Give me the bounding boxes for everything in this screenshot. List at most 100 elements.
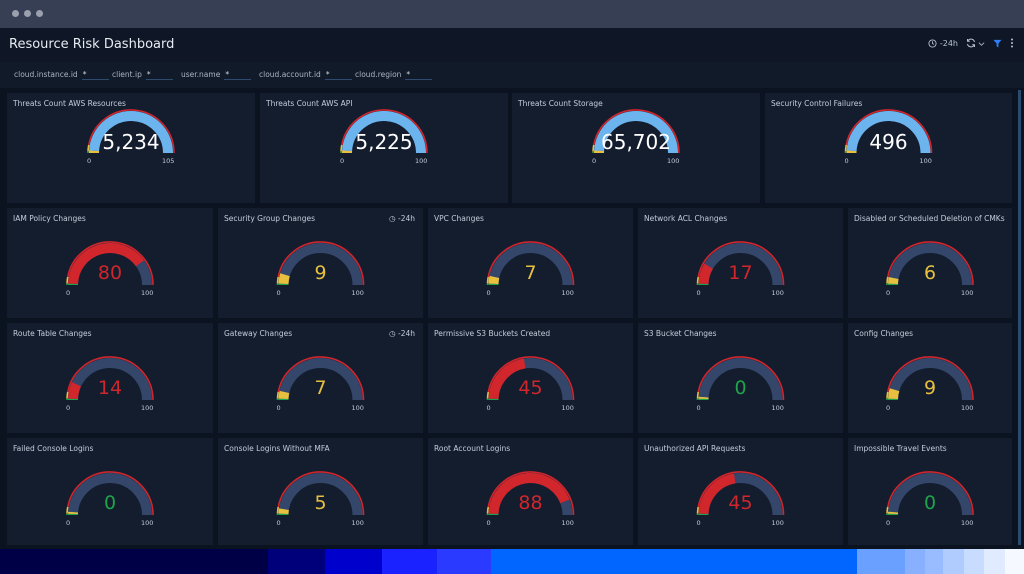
gauge-value: 45 — [728, 492, 753, 514]
panel-title: Threats Count AWS Resources — [13, 99, 126, 108]
clock-icon: ◷ — [389, 214, 398, 223]
filter-icon[interactable] — [993, 39, 1002, 48]
gauge-panel[interactable]: Network ACL Changes 17 0 100 — [638, 208, 843, 318]
gauge-value: 80 — [97, 262, 123, 284]
threshold-ring-yellow — [696, 391, 700, 399]
gauge-max: 100 — [961, 404, 974, 412]
gauge-panel[interactable]: Threats Count AWS Resources 5,234 0 105 — [7, 93, 255, 203]
gauge-fill — [488, 275, 500, 285]
threshold-ring-yellow — [276, 276, 280, 284]
filter-label: user.name — [181, 70, 221, 79]
time-range-label: -24h — [939, 38, 958, 48]
gauge-panel[interactable]: IAM Policy Changes 80 0 100 — [7, 208, 213, 318]
time-range-button[interactable]: -24h — [928, 39, 958, 48]
gauge — [486, 356, 575, 401]
gauge-value: 7 — [314, 377, 327, 399]
gauge-fill — [68, 382, 82, 400]
filter-client-ip: client.ip * — [112, 70, 173, 80]
gauge-value: 5,225 — [355, 130, 413, 154]
gauge-min: 0 — [486, 289, 491, 297]
refresh-icon — [967, 38, 975, 48]
panel-title: Gateway Changes — [224, 329, 293, 338]
gauge-panel[interactable]: Root Account Logins 88 0 100 — [428, 438, 633, 545]
gauge-panel[interactable]: Security Group Changes ◷ -24h 9 0 100 — [218, 208, 423, 318]
gauge — [886, 356, 974, 401]
gauge-max: 100 — [771, 289, 784, 297]
gauge-track — [698, 358, 783, 401]
gauge-fill — [488, 473, 570, 515]
gauge — [486, 471, 575, 516]
gauge-max: 100 — [561, 404, 574, 412]
gauge — [696, 356, 785, 401]
filter-input[interactable]: * — [405, 70, 433, 80]
gauge-min: 0 — [886, 404, 891, 412]
strip-segment — [268, 549, 325, 574]
panel-title: Route Table Changes — [13, 329, 92, 338]
gauge-panel[interactable]: Gateway Changes ◷ -24h 7 0 100 — [218, 323, 423, 433]
gauge-track — [888, 473, 972, 516]
threshold-ring-yellow — [66, 391, 69, 399]
panel-title: Security Control Failures — [771, 99, 863, 108]
gauge-fill — [278, 390, 290, 400]
gauge — [66, 471, 154, 516]
filter-input[interactable]: * — [224, 70, 252, 80]
gauge-track — [68, 473, 152, 516]
gauge-max: 100 — [919, 157, 932, 165]
panel-title: Disabled or Scheduled Deletion of CMKs — [854, 214, 1005, 223]
window-dot[interactable] — [36, 10, 43, 17]
gauge-panel[interactable]: Impossible Travel Events 0 0 100 — [848, 438, 1012, 545]
filter-input[interactable]: * — [81, 70, 109, 80]
threshold-ring-red — [592, 109, 680, 154]
threshold-ring-yellow — [276, 391, 280, 399]
gauge-panel[interactable]: Config Changes 9 0 100 — [848, 323, 1012, 433]
gauge-panel[interactable]: Threats Count AWS API 5,225 0 100 — [260, 93, 508, 203]
more-vertical-icon[interactable] — [1010, 38, 1014, 48]
threshold-ring-red — [66, 241, 154, 286]
gauge-panel[interactable]: Failed Console Logins 0 0 100 — [7, 438, 213, 545]
filter-cloud-region: cloud.region * — [355, 70, 433, 80]
gauge-panel[interactable]: Security Control Failures 496 0 100 — [765, 93, 1012, 203]
gauge-panel[interactable]: Disabled or Scheduled Deletion of CMKs 6 0… — [848, 208, 1012, 318]
panel-title: S3 Bucket Changes — [644, 329, 717, 338]
dashboard-header: Resource Risk Dashboard -24h — [0, 28, 1024, 62]
scrollbar[interactable] — [1018, 90, 1021, 545]
gauge-panel[interactable]: S3 Bucket Changes 0 0 100 — [638, 323, 843, 433]
gauge-min: 0 — [66, 519, 71, 527]
gauge-max: 100 — [415, 157, 428, 165]
gauge-fill — [698, 473, 736, 515]
gauge-fill — [888, 388, 900, 400]
window-dot[interactable] — [12, 10, 19, 17]
threshold-ring-red — [487, 471, 575, 516]
time-badge: ◷ -24h — [389, 329, 415, 338]
threshold-ring-red — [66, 356, 154, 401]
gauge-fill — [846, 110, 931, 154]
gauge-panel[interactable]: Route Table Changes 14 0 100 — [7, 323, 213, 433]
gauge — [66, 356, 154, 401]
filter-label: cloud.instance.id — [14, 70, 78, 79]
filter-input[interactable]: * — [145, 70, 173, 80]
gauge-panel[interactable]: Threats Count Storage 65,702 0 100 — [512, 93, 760, 203]
panel-title: Root Account Logins — [434, 444, 511, 453]
threshold-ring-yellow — [87, 144, 90, 152]
gauge-min: 0 — [886, 519, 891, 527]
gauge-value: 0 — [103, 492, 117, 514]
window-dot[interactable] — [24, 10, 31, 17]
gauge-panel[interactable]: Permissive S3 Buckets Created 45 0 100 — [428, 323, 633, 433]
gauge-max: 100 — [667, 157, 680, 165]
strip-segment — [0, 549, 268, 574]
gauge-panel[interactable]: VPC Changes 7 0 100 — [428, 208, 633, 318]
gauge — [886, 241, 974, 286]
filter-input[interactable]: * — [324, 70, 352, 80]
gauge-max: 100 — [961, 519, 974, 527]
gauge — [886, 471, 974, 516]
gauge-fill — [488, 358, 526, 400]
strip-segment — [905, 549, 925, 574]
gauge-panel[interactable]: Unauthorized API Requests 45 0 100 — [638, 438, 843, 545]
gauge-max: 100 — [561, 289, 574, 297]
strip-segment — [437, 549, 491, 574]
gauge-max: 100 — [141, 289, 154, 297]
gauge-panel[interactable]: Console Logins Without MFA 5 0 100 — [218, 438, 423, 545]
time-badge: ◷ -24h — [389, 214, 415, 223]
refresh-button[interactable] — [966, 38, 985, 48]
threshold-ring-yellow — [592, 144, 595, 152]
